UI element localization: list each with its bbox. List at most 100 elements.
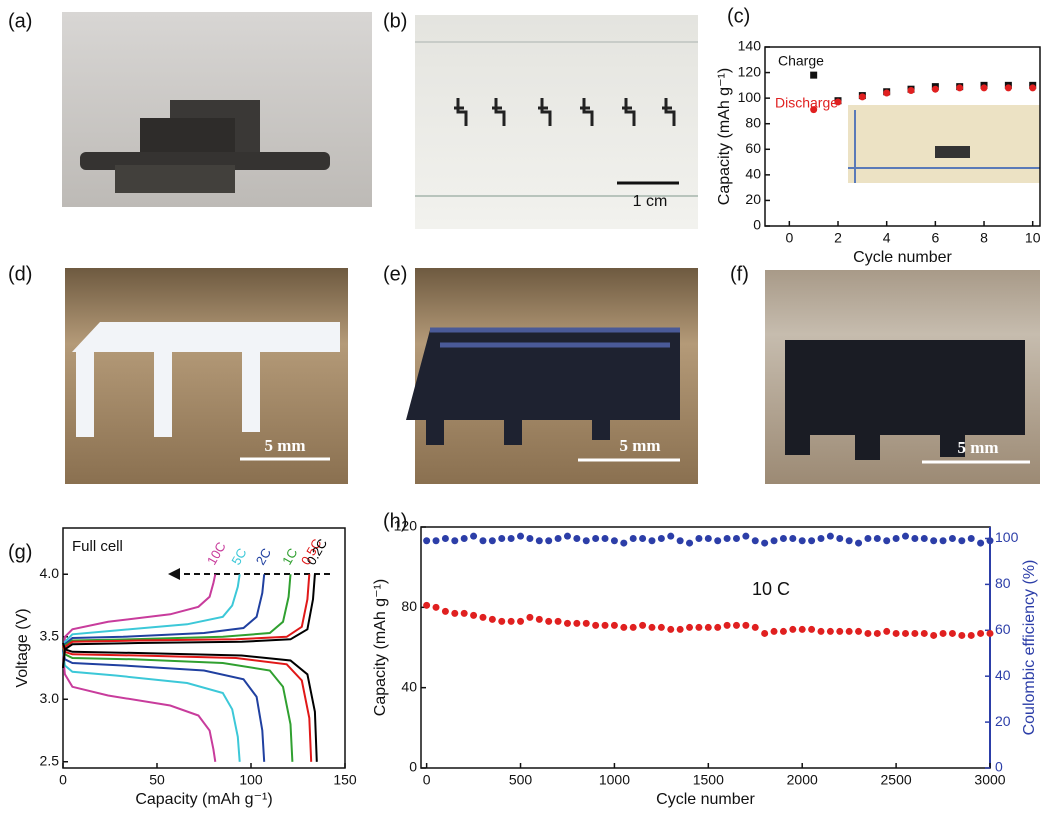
- point: [770, 627, 778, 635]
- point: [911, 629, 919, 637]
- point: [892, 629, 900, 637]
- point: [967, 534, 975, 542]
- y-tick-label: 140: [738, 38, 762, 54]
- point: [714, 537, 722, 545]
- point: [1029, 84, 1037, 92]
- point: [761, 629, 769, 637]
- point: [470, 611, 478, 619]
- series-label: 2C: [253, 546, 274, 568]
- series-label: 10C: [204, 539, 229, 567]
- point: [686, 623, 694, 631]
- point: [554, 534, 562, 542]
- y-tick-label: 40: [745, 166, 761, 182]
- plot-frame: [420, 526, 991, 769]
- point: [808, 537, 816, 545]
- point: [873, 534, 881, 542]
- point: [601, 534, 609, 542]
- point: [977, 629, 985, 637]
- y-axis-label: Voltage (V): [14, 608, 31, 687]
- y-tick-label: 80: [401, 598, 417, 614]
- x-tick-label: 0: [423, 772, 431, 788]
- point: [930, 631, 938, 639]
- point: [1004, 84, 1012, 92]
- point: [451, 537, 459, 545]
- point: [931, 85, 939, 93]
- point: [667, 532, 675, 540]
- point: [639, 534, 647, 542]
- scale-bar-label: 5 mm: [264, 436, 305, 455]
- y2-tick-label: 0: [995, 759, 1003, 775]
- point: [667, 625, 675, 633]
- x-tick-label: 100: [239, 772, 263, 788]
- point: [956, 84, 964, 92]
- point: [911, 534, 919, 542]
- y2-tick-label: 60: [995, 621, 1011, 637]
- y-tick-label: 120: [738, 63, 762, 79]
- point: [573, 619, 581, 627]
- x-tick-label: 0: [785, 230, 793, 246]
- point: [892, 534, 900, 542]
- curve: [62, 655, 217, 762]
- point: [779, 534, 787, 542]
- point: [742, 621, 750, 629]
- y-tick-label: 60: [745, 140, 761, 156]
- point: [939, 629, 947, 637]
- point: [470, 532, 478, 540]
- point: [686, 539, 694, 547]
- point: [648, 623, 656, 631]
- x-tick-label: 2500: [881, 772, 912, 788]
- point: [657, 623, 665, 631]
- point: [834, 98, 842, 106]
- point: [789, 534, 797, 542]
- y2-tick-label: 80: [995, 575, 1011, 591]
- point: [639, 621, 647, 629]
- point: [563, 532, 571, 540]
- x-tick-label: 1000: [599, 772, 630, 788]
- rate-arrow: [168, 568, 330, 580]
- curve: [62, 642, 318, 762]
- curve: [62, 574, 292, 669]
- point: [901, 629, 909, 637]
- point: [798, 537, 806, 545]
- point: [939, 537, 947, 545]
- y-axis-label: Capacity (mAh g⁻¹): [372, 579, 389, 716]
- inset-photo: [848, 105, 1040, 183]
- point: [432, 603, 440, 611]
- point: [592, 534, 600, 542]
- point: [432, 537, 440, 545]
- y-tick-label: 4.0: [40, 565, 60, 581]
- point: [980, 84, 988, 92]
- point: [779, 627, 787, 635]
- point: [798, 625, 806, 633]
- point: [817, 627, 825, 635]
- point: [610, 537, 618, 545]
- series-label: Charge: [778, 53, 824, 69]
- point: [517, 532, 525, 540]
- point: [883, 627, 891, 635]
- point: [676, 537, 684, 545]
- point: [610, 621, 618, 629]
- point: [620, 539, 628, 547]
- point: [845, 537, 853, 545]
- photo-e: [406, 268, 698, 484]
- panel-label: (b): [383, 10, 407, 32]
- point: [695, 534, 703, 542]
- series-label: 5C: [228, 546, 249, 568]
- point: [714, 623, 722, 631]
- y-tick-label: 20: [745, 191, 761, 207]
- point: [592, 621, 600, 629]
- point: [582, 619, 590, 627]
- point: [526, 534, 534, 542]
- point: [554, 617, 562, 625]
- point: [723, 534, 731, 542]
- point: [507, 534, 515, 542]
- point: [535, 615, 543, 623]
- panel-label: (c): [727, 5, 750, 27]
- point: [629, 534, 637, 542]
- point: [526, 613, 534, 621]
- y-tick-label: 3.5: [40, 627, 60, 643]
- point: [883, 537, 891, 545]
- panel-label: (f): [730, 263, 749, 285]
- point: [845, 627, 853, 635]
- panel-label: (h): [383, 510, 407, 532]
